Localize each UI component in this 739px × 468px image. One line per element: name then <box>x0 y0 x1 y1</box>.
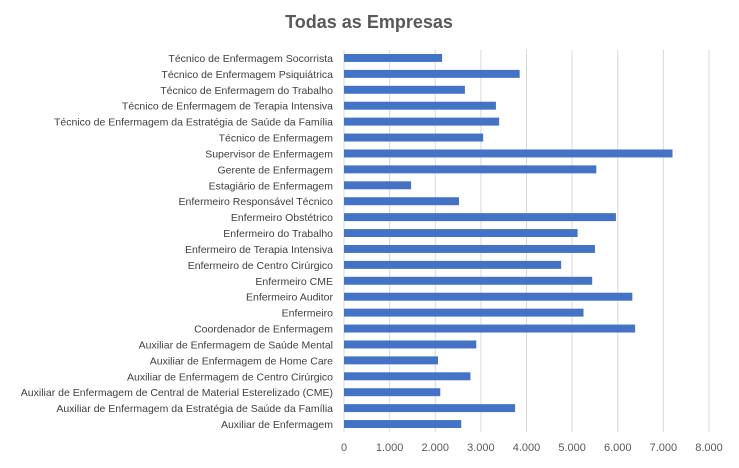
category-label: Enfermeiro Auditor <box>246 292 333 304</box>
bar <box>344 308 584 317</box>
bar <box>344 117 500 126</box>
x-tick-label: 0 <box>341 442 347 454</box>
x-tick-label: 2.000 <box>421 442 449 454</box>
category-label: Técnico de Enfermagem da Estratégia de S… <box>54 117 333 129</box>
category-label: Estagiário de Enfermagem <box>209 180 334 192</box>
category-label: Enfermeiro do Trabalho <box>223 228 333 240</box>
bar <box>344 85 465 94</box>
category-label: Gerente de Enfermagem <box>217 164 333 176</box>
category-label: Auxiliar de Enfermagem de Centro Cirúrgi… <box>127 371 333 383</box>
bar <box>344 229 578 238</box>
bar <box>344 213 616 222</box>
bar <box>344 133 484 142</box>
bars <box>344 53 673 429</box>
category-label: Enfermeiro Obstétrico <box>231 212 333 224</box>
category-label: Auxiliar de Enfermagem de Saúde Mental <box>139 339 333 351</box>
category-label: Enfermeiro de Terapia Intensiva <box>185 244 333 256</box>
x-tick-label: 5.000 <box>558 442 586 454</box>
bar <box>344 276 593 285</box>
category-label: Enfermeiro <box>282 308 334 320</box>
bar <box>344 53 443 62</box>
category-label: Auxiliar de Enfermagem da Estratégia de … <box>56 403 333 415</box>
bar <box>344 356 438 365</box>
category-label: Supervisor de Enfermagem <box>205 148 333 160</box>
category-labels: Técnico de Enfermagem Socorrista Técnico … <box>21 53 334 431</box>
bar <box>344 372 471 381</box>
x-tick-label: 1.000 <box>376 442 404 454</box>
category-label: Auxiliar de Enfermagem <box>221 419 333 431</box>
x-tick-label: 8.000 <box>695 442 723 454</box>
gridlines <box>343 50 710 432</box>
bar <box>344 101 496 110</box>
bar <box>344 340 477 349</box>
x-tick-label: 4.000 <box>513 442 541 454</box>
category-label: Auxiliar de Enfermagem de Central de Mat… <box>21 387 333 399</box>
category-label: Enfermeiro Responsável Técnico <box>179 196 334 208</box>
category-label: Técnico de Enfermagem <box>219 133 334 145</box>
bar <box>344 149 673 158</box>
bar <box>344 324 636 333</box>
category-label: Auxiliar de Enfermagem de Home Care <box>150 355 333 367</box>
bar <box>344 181 412 190</box>
category-label: Técnico de Enfermagem Psiquiátrica <box>161 69 333 81</box>
bar <box>344 404 516 413</box>
category-label: Enfermeiro de Centro Cirúrgico <box>188 260 333 272</box>
category-label: Coordenador de Enfermagem <box>194 324 333 336</box>
category-label: Técnico de Enfermagem de Terapia Intensi… <box>122 101 333 113</box>
chart-title: Todas as Empresas <box>285 12 453 32</box>
category-label: Enfermeiro CME <box>255 276 333 288</box>
bar <box>344 244 595 253</box>
x-tick-label: 3.000 <box>467 442 495 454</box>
bar <box>344 197 459 206</box>
category-label: Técnico de Enfermagem Socorrista <box>168 53 333 65</box>
bar <box>344 165 597 174</box>
x-tick-label: 6.000 <box>604 442 632 454</box>
bar <box>344 388 441 397</box>
bar <box>344 292 633 301</box>
category-label: Técnico de Enfermagem do Trabalho <box>160 85 333 97</box>
x-axis-tick-labels: 0 1.000 2.000 3.000 4.000 5.000 6.000 7.000 8.00… <box>341 442 723 454</box>
bar <box>344 420 462 429</box>
bar <box>344 260 562 269</box>
x-tick-label: 7.000 <box>650 442 678 454</box>
bar <box>344 69 520 78</box>
